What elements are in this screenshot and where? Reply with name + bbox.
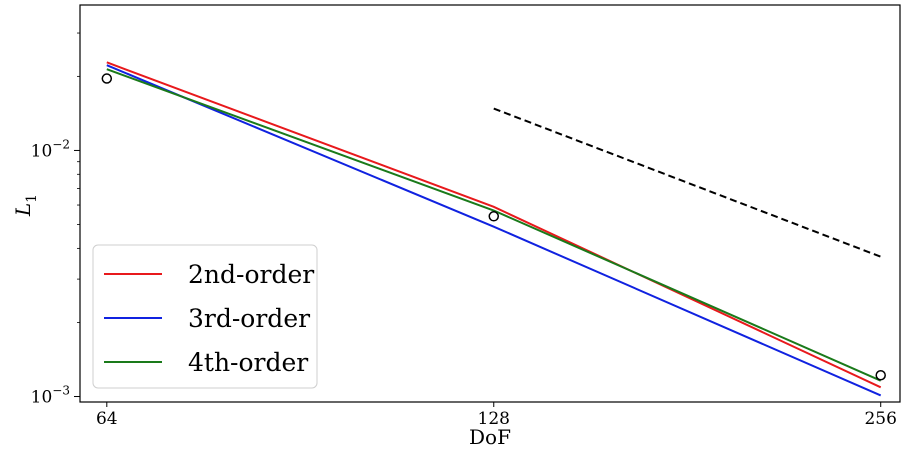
- x-tick-label: 64: [96, 409, 118, 429]
- y-axis-label: L1: [11, 194, 40, 217]
- x-tick-label: 128: [478, 409, 510, 429]
- legend-label-2: 4th-order: [188, 348, 308, 377]
- legend-label-0: 2nd-order: [188, 260, 314, 289]
- y-tick-label: 10−3: [31, 384, 70, 408]
- x-tick-label: 256: [864, 409, 896, 429]
- legend-entries: 2nd-order 3rd-order 4th-order: [104, 260, 314, 377]
- marker-point: [488, 211, 500, 222]
- legend-frame: [92, 244, 318, 389]
- series-line-1: [106, 64, 882, 397]
- legend-label-1: 3rd-order: [188, 304, 310, 333]
- reference-slope-line: [493, 107, 882, 258]
- y-axis-label-subscript: 1: [24, 194, 40, 203]
- ticks-layer: 64 128 256 10−2 10−3: [31, 32, 897, 429]
- data-layer: [101, 61, 886, 397]
- series-line-2: [106, 68, 882, 382]
- y-tick-label: 10−2: [31, 137, 70, 161]
- marker-point: [875, 370, 886, 381]
- legend: 2nd-order 3rd-order 4th-order: [92, 244, 318, 389]
- plot-frame: [79, 4, 901, 403]
- marker-point: [101, 73, 113, 84]
- x-axis-label: DoF: [469, 425, 511, 449]
- y-axis-label-main: L: [11, 203, 35, 217]
- series-line-0: [106, 61, 882, 389]
